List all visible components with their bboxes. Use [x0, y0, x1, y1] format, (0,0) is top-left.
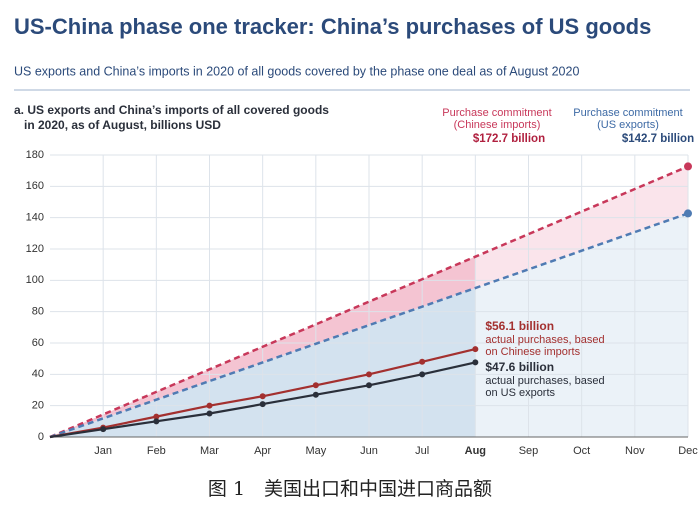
- x-tick-label: Feb: [147, 445, 166, 457]
- chart-title: US-China phase one tracker: China’s purc…: [14, 14, 651, 39]
- value-label: $172.7 billion: [473, 133, 545, 145]
- point: [206, 402, 213, 409]
- point: [366, 382, 372, 389]
- point: [153, 413, 160, 420]
- point: [206, 410, 213, 417]
- y-tick-label: 120: [26, 243, 44, 255]
- x-tick-label: Sep: [519, 445, 539, 457]
- y-tick-label: 80: [32, 306, 44, 318]
- x-tick-label: Jan: [94, 445, 112, 457]
- x-tick-label: Mar: [200, 445, 219, 457]
- y-tick-label: 0: [38, 431, 44, 443]
- point: [100, 426, 107, 433]
- y-tick-label: 40: [32, 368, 44, 380]
- x-tick-label: Jun: [360, 445, 378, 457]
- annotation: actual purchases, based: [485, 375, 604, 387]
- annotation: actual purchases, based: [485, 334, 604, 346]
- x-tick-label: Aug: [465, 445, 486, 457]
- x-tick-label: Oct: [573, 445, 590, 457]
- line: [49, 165, 689, 439]
- x-tick-label: Dec: [678, 445, 698, 457]
- point: [472, 346, 479, 353]
- point: [419, 371, 426, 378]
- point: [472, 359, 479, 366]
- value-label: $47.6 billion: [485, 360, 554, 374]
- annotation: Purchase commitment: [573, 107, 682, 119]
- value-label: $56.1 billion: [485, 319, 554, 333]
- point: [259, 393, 266, 400]
- annotation: Purchase commitment: [442, 107, 551, 119]
- caption: 图 1 美国出口和中国进口商品额: [208, 478, 492, 500]
- x-tick-label: Apr: [254, 445, 271, 457]
- point: [684, 209, 692, 218]
- chart-subtitle: US exports and China’s imports in 2020 o…: [14, 64, 579, 78]
- point: [419, 358, 426, 365]
- point: [312, 391, 319, 398]
- y-tick-label: 100: [26, 274, 44, 286]
- y-tick-label: 140: [26, 212, 44, 224]
- point: [312, 382, 319, 389]
- y-tick-label: 180: [26, 149, 44, 161]
- annotation: on Chinese imports: [485, 346, 580, 358]
- annotation: on US exports: [485, 387, 555, 399]
- y-tick-label: 60: [32, 337, 44, 349]
- point: [366, 371, 372, 378]
- x-tick-label: Jul: [415, 445, 429, 457]
- panel-title: in 2020, as of August, billions USD: [24, 118, 221, 132]
- point: [684, 162, 692, 171]
- point: [153, 418, 160, 425]
- line: [49, 212, 689, 439]
- x-tick-label: Nov: [625, 445, 645, 457]
- point: [259, 401, 266, 408]
- value-label: $142.7 billion: [622, 133, 694, 145]
- y-tick-label: 160: [26, 180, 44, 192]
- panel-title: a. US exports and China’s imports of all…: [14, 103, 329, 117]
- y-tick-label: 20: [32, 400, 44, 412]
- annotation: (Chinese imports): [454, 119, 541, 131]
- x-tick-label: May: [305, 445, 326, 457]
- annotation: (US exports): [597, 119, 659, 131]
